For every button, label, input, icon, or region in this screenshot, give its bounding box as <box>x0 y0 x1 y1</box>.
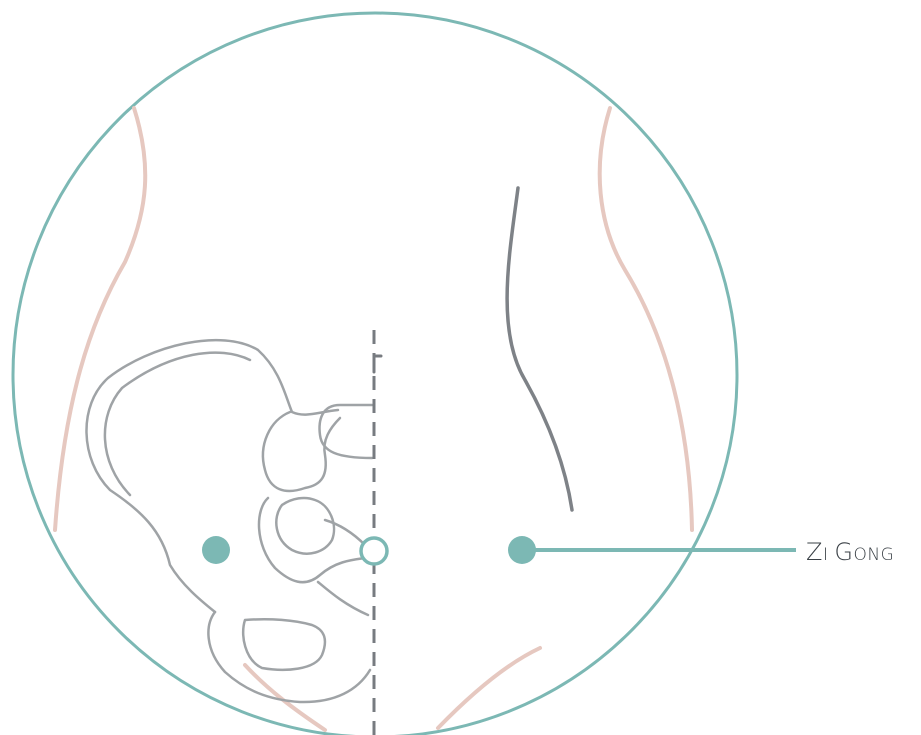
pelvis-iliac-inner <box>103 351 252 497</box>
acupoint-label-part: Z <box>806 538 823 566</box>
pelvis-sacrum <box>318 403 374 460</box>
pelvis-acetabulum <box>261 410 342 493</box>
left-acupoint-dot <box>202 536 230 564</box>
midline-reference-point <box>359 536 389 566</box>
pelvis-obturator <box>257 496 367 584</box>
acupoint-label-part: ONG <box>853 545 895 565</box>
right-body-contour <box>597 106 694 532</box>
frame-circle <box>11 11 739 735</box>
left-body-contour <box>53 106 148 532</box>
left-groin-line <box>243 663 327 732</box>
acupoint-label-part: I <box>822 545 829 565</box>
abdominal-contour <box>505 186 574 512</box>
midline-marker <box>372 354 383 374</box>
acupoint-label: ZI GONG <box>806 535 894 572</box>
acupoint-label-part: G <box>834 538 854 566</box>
right-groin-line <box>436 646 542 730</box>
pelvis-iliac-outer <box>85 338 340 614</box>
pelvis-ischium <box>207 580 372 704</box>
